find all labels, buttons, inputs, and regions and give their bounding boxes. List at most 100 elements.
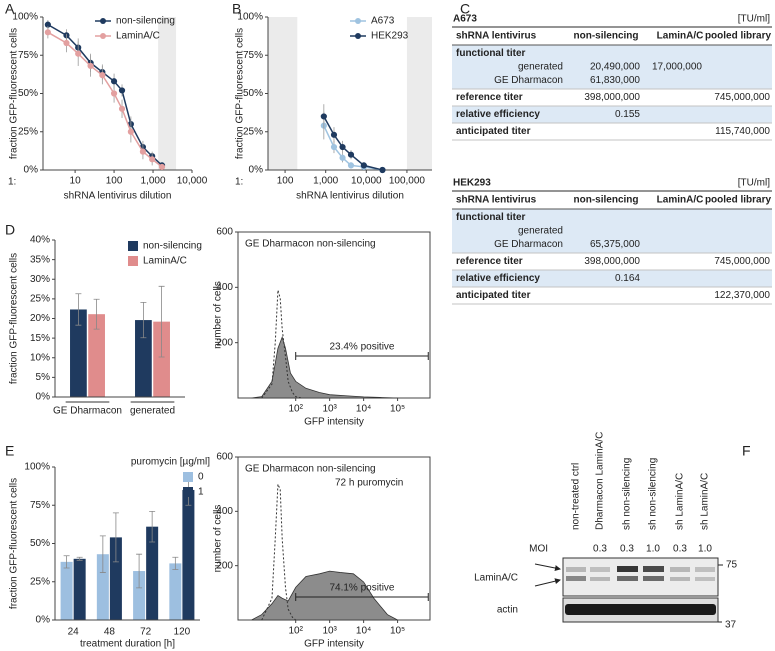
legend-label: LaminA/C: [143, 256, 187, 267]
histogram-line: [261, 483, 297, 621]
data-point: [149, 156, 156, 163]
error-bar: [158, 285, 165, 358]
y-tick-label: 600: [216, 452, 233, 463]
y-tick-label: 15%: [30, 333, 50, 344]
bar: [73, 558, 86, 620]
y-tick-label: 35%: [30, 254, 50, 265]
x-tick-label: 10⁴: [356, 404, 371, 415]
legend-swatch: [183, 487, 193, 497]
x-tick-label: 10³: [322, 404, 337, 415]
x-tick-label: 100: [106, 176, 123, 187]
y-tick-label: 50%: [30, 538, 50, 549]
y-tick-label: 0%: [249, 165, 264, 176]
bar: [109, 537, 122, 620]
plot-title: GE Dharmacon non-silencing: [245, 239, 376, 250]
lane-label: sh non-silencing: [648, 458, 659, 530]
legend-label: LaminA/C: [116, 31, 160, 42]
y-tick-label: 25%: [18, 126, 38, 137]
table-cell: 0.155: [615, 109, 640, 120]
table-cell: 122,370,000: [714, 290, 770, 301]
moi-value: 1.0: [646, 544, 660, 555]
table-header: LaminA/C: [657, 31, 704, 42]
y-axis-title: fraction GFP-fluorescent cells: [9, 253, 20, 384]
x-tick-label: generated: [130, 406, 175, 417]
table-row-bg: [452, 45, 772, 89]
gate: [295, 352, 429, 360]
sub-row-label: generated: [518, 62, 563, 73]
table-header: LaminA/C: [657, 195, 704, 206]
table-header: non-silencing: [574, 195, 639, 206]
data-point: [360, 162, 367, 169]
table-cell: 745,000,000: [714, 92, 770, 103]
y-tick-label: 5%: [36, 372, 51, 383]
data-point: [63, 39, 70, 47]
y-axis-title: number of cells: [213, 281, 224, 349]
table-cell: 61,830,000: [590, 75, 640, 86]
table-row-bg: [452, 270, 772, 287]
lane-label: sh non-silencing: [622, 458, 633, 530]
panel-label: B: [232, 1, 241, 17]
bar: [70, 309, 87, 397]
error-bar: [172, 556, 179, 570]
x-tick-label: 10⁵: [390, 626, 405, 637]
bar: [146, 526, 159, 620]
y-tick-label: 25%: [30, 576, 50, 587]
y-axis-title: fraction GFP-fluorescent cells: [235, 28, 246, 159]
error-bar: [149, 510, 156, 543]
table-header: pooled library: [705, 195, 772, 206]
x-tick-label: 120: [174, 627, 191, 638]
bar: [88, 314, 105, 397]
data-point: [320, 113, 327, 120]
table-cell: 398,000,000: [584, 92, 640, 103]
y-tick-label: 400: [216, 282, 233, 293]
y-tick-label: 400: [216, 506, 233, 517]
x-tick-label: 24: [68, 627, 80, 638]
x-tick-label: 10²: [288, 404, 303, 415]
shaded-range: [268, 17, 298, 170]
legend-marker: [355, 18, 361, 24]
y-tick-label: 30%: [30, 274, 50, 285]
table-unit: [TU/ml]: [738, 14, 770, 25]
panel-label: D: [5, 222, 15, 238]
row-label: relative efficiency: [456, 109, 540, 120]
y-tick-label: 600: [216, 227, 233, 238]
moi-value: 0.3: [620, 544, 634, 555]
sub-row-label: GE Dharmacon: [494, 75, 563, 86]
table-row-bg: [452, 209, 772, 253]
data-point: [330, 143, 338, 151]
x-prefix: 1:: [235, 177, 243, 188]
gate: [295, 593, 429, 601]
data-point: [139, 148, 147, 155]
data-point: [110, 90, 118, 97]
legend-label: A673: [371, 16, 395, 27]
x-tick-label: 48: [104, 627, 116, 638]
data-point: [158, 163, 166, 171]
data-point: [379, 166, 386, 174]
y-tick-label: 200: [216, 560, 233, 571]
legend-swatch: [128, 241, 138, 251]
legend-label: non-silencing: [116, 16, 175, 27]
y-tick-label: 200: [216, 337, 233, 348]
table-cell: 65,375,000: [590, 239, 640, 250]
table-title: A673: [453, 14, 477, 25]
y-tick-label: 40%: [30, 235, 50, 246]
x-tick-label: 100,000: [389, 176, 426, 187]
bar: [133, 571, 146, 620]
y-tick-label: 100%: [237, 12, 263, 23]
series-line: [323, 116, 383, 171]
x-tick-label: 10: [70, 176, 82, 187]
y-tick-label: 25%: [243, 126, 263, 137]
table-row-bg: [452, 106, 772, 123]
data-point: [127, 128, 134, 135]
error-bar: [93, 298, 100, 330]
x-axis-title: GFP intensity: [304, 639, 364, 650]
table-cell: 398,000,000: [584, 256, 640, 267]
x-tick-label: GE Dharmacon: [53, 406, 122, 417]
error-bar: [63, 555, 70, 569]
x-tick-label: 1,000: [313, 176, 338, 187]
data-point: [44, 29, 51, 36]
data-point: [339, 143, 346, 151]
western-blot-image: [534, 557, 723, 623]
x-axis-title: shRNA lentivirus dilution: [296, 191, 404, 202]
